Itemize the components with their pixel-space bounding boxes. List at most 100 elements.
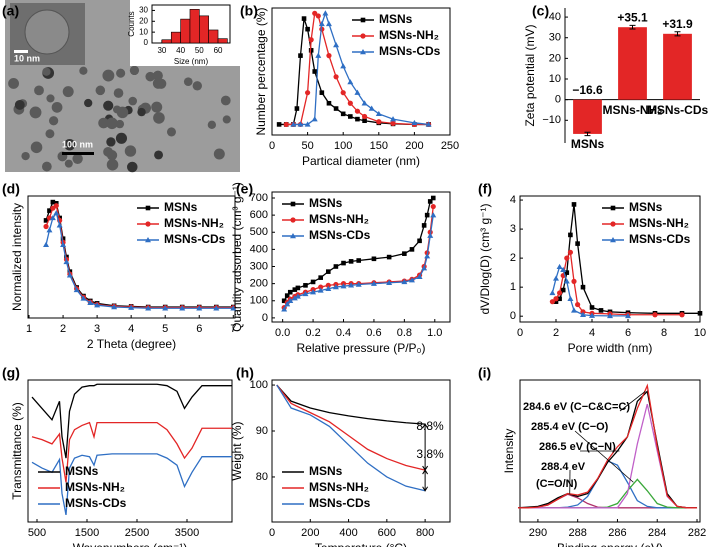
y-tick-label: −10 [542, 114, 561, 126]
marker [354, 108, 361, 114]
particle [113, 88, 124, 98]
tem-inset-particle [24, 9, 70, 55]
x-tick-label: 0 [517, 327, 523, 339]
marker [333, 264, 339, 269]
marker [355, 116, 360, 122]
marker [46, 227, 53, 233]
marker [276, 122, 282, 127]
annotation: 285.4 eV (C−O) [531, 421, 609, 433]
y-tick-label: 1 [510, 281, 516, 293]
marker [43, 241, 50, 247]
marker [66, 272, 73, 278]
y-tick-label: 3 [510, 223, 516, 235]
panel-label: (e) [236, 181, 253, 197]
x-tick-label: 40 [176, 46, 185, 55]
x-axis-label: Temperature (°C) [315, 541, 407, 547]
particle [106, 137, 116, 147]
x-tick-label: 3500 [175, 527, 199, 539]
marker [347, 100, 353, 106]
x-tick-label: MSNs [571, 137, 605, 151]
plot-frame [519, 195, 701, 323]
y-tick-label: 0 [262, 312, 268, 324]
marker [427, 199, 433, 204]
x-tick-label: 30 [157, 46, 166, 55]
marker [371, 256, 377, 262]
marker [304, 121, 311, 127]
particle [84, 98, 93, 108]
marker [360, 33, 366, 39]
particle [46, 94, 55, 103]
marker [361, 100, 368, 106]
marker [162, 305, 169, 311]
x-tick-label: 0 [269, 527, 275, 539]
marker [297, 121, 304, 127]
y-tick-label: 20 [549, 52, 561, 64]
x-tick-label: 250 [441, 140, 459, 152]
marker [318, 20, 325, 27]
particle [103, 100, 114, 111]
particle [222, 115, 231, 124]
particle [79, 66, 88, 75]
legend-label: MSNs-CDs [65, 496, 127, 510]
marker [425, 121, 432, 127]
marker [553, 275, 559, 281]
error-bar [674, 31, 681, 37]
marker [287, 297, 294, 303]
marker [401, 278, 408, 285]
marker [553, 299, 559, 304]
marker [326, 100, 332, 106]
y-tick-label: 30 [139, 6, 148, 15]
marker [376, 119, 382, 125]
x-axis-label: Binding energy (eV) [557, 541, 663, 547]
particle [152, 70, 163, 81]
particle [213, 148, 225, 160]
x-tick-label: 290 [529, 527, 547, 539]
marker [348, 259, 354, 264]
marker [375, 110, 382, 117]
marker [284, 293, 290, 298]
marker [315, 52, 322, 58]
marker [318, 275, 323, 280]
marker [310, 289, 317, 295]
y-axis-label: Transmittance (%) [10, 402, 24, 500]
annotation: 8.8% [416, 419, 444, 433]
marker [50, 199, 56, 205]
marker [580, 311, 586, 317]
marker [424, 253, 431, 259]
histogram-bar [208, 29, 219, 44]
marker [598, 308, 604, 313]
marker [341, 260, 346, 266]
marker [302, 290, 309, 297]
series-line [518, 403, 698, 509]
particle [62, 86, 74, 98]
marker [312, 10, 318, 16]
particle [192, 81, 202, 91]
y-axis-label: Quantity adsorbed (cm³ g⁻¹) [230, 182, 244, 332]
marker [287, 289, 293, 295]
series-line [31, 453, 232, 516]
legend-label: MSNs-CDs [379, 44, 441, 58]
annotation: 3.8% [416, 447, 444, 461]
histogram-bar [180, 18, 191, 44]
marker [305, 26, 310, 32]
legend-label: MSNs-NH₂ [309, 480, 369, 494]
marker [589, 305, 595, 310]
marker [283, 121, 289, 128]
y-tick-label: 100 [250, 379, 268, 391]
marker [564, 255, 570, 261]
value-label: +31.9 [662, 17, 693, 31]
marker [386, 254, 392, 260]
x-tick-label: 150 [370, 140, 388, 152]
marker [580, 284, 586, 290]
particle [124, 145, 137, 157]
marker [424, 212, 430, 218]
marker [319, 90, 325, 95]
marker [145, 205, 151, 211]
marker [80, 295, 87, 301]
x-tick-label: 50 [301, 140, 313, 152]
marker [53, 203, 59, 209]
series-line [276, 384, 426, 425]
marker [317, 287, 324, 293]
legend-label: MSNs [309, 196, 343, 210]
arrow [422, 469, 429, 492]
